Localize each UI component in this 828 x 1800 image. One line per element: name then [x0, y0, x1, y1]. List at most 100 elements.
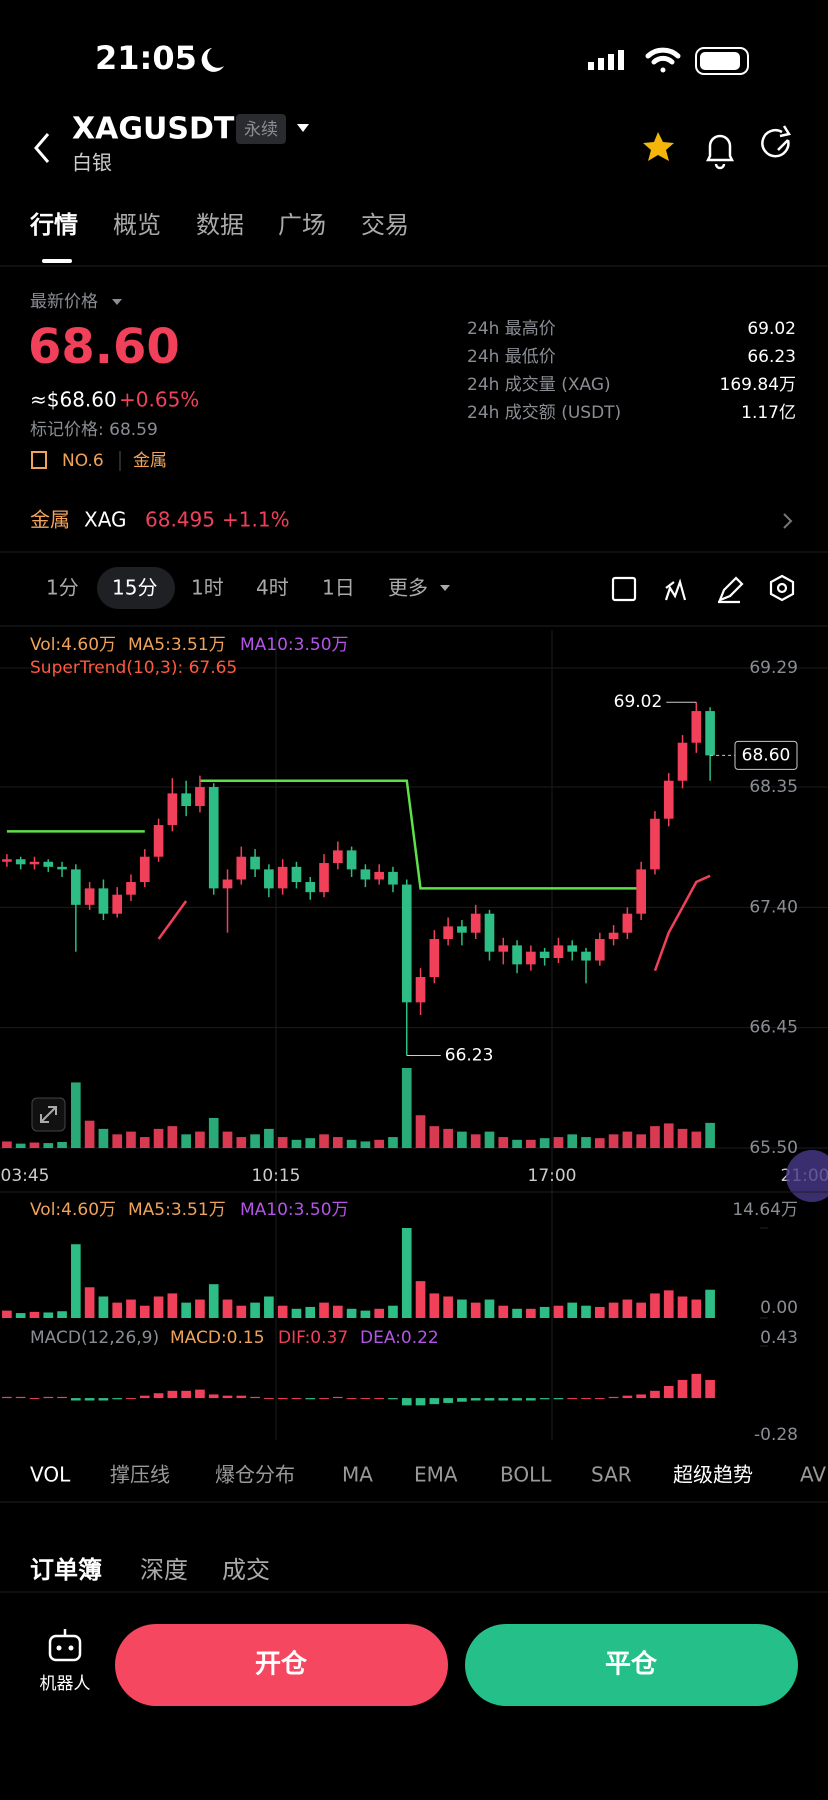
volume-bar-overlay: [139, 1137, 150, 1148]
candle-body: [222, 879, 233, 889]
indicator-tab[interactable]: SAR: [591, 1463, 632, 1487]
index-symbol[interactable]: XAG: [84, 508, 127, 532]
interval[interactable]: 1时: [191, 576, 224, 600]
macd-bar: [443, 1398, 453, 1403]
candle-body: [526, 951, 536, 965]
volume-bar: [553, 1305, 564, 1318]
sector[interactable]: 金属: [133, 451, 167, 471]
tab[interactable]: 数据: [196, 211, 244, 239]
macd-bar: [636, 1394, 646, 1399]
moon-icon: [201, 48, 224, 72]
supertrend-support: [157, 874, 711, 972]
macd-legend: MACD(12,26,9): [30, 1328, 159, 1348]
volume-bar: [470, 1302, 481, 1318]
tab[interactable]: 交易: [361, 211, 409, 239]
interval[interactable]: 15分: [112, 576, 157, 600]
back-button[interactable]: [34, 133, 50, 163]
settings-icon[interactable]: [769, 574, 795, 602]
stat-label: 24h 最低价: [467, 347, 556, 367]
interval[interactable]: 更多: [388, 576, 428, 600]
book-tab[interactable]: 深度: [140, 1556, 188, 1584]
candle-body: [443, 926, 453, 940]
macd-bar: [594, 1398, 605, 1400]
macd-bar: [401, 1398, 412, 1406]
candle-body: [457, 926, 467, 933]
interval[interactable]: 4时: [256, 576, 289, 600]
open-button[interactable]: [115, 1624, 448, 1706]
alert-bell[interactable]: [705, 134, 735, 170]
book-tab[interactable]: 成交: [222, 1556, 270, 1584]
volume-legend: MA5:3.51万: [128, 1200, 226, 1220]
indicator-tab[interactable]: 爆仓分布: [215, 1463, 295, 1487]
macd-bar: [57, 1396, 67, 1399]
macd-bar: [539, 1398, 550, 1400]
stat-label: 24h 成交量 (XAG): [467, 375, 611, 395]
mark-price: 标记价格: 68.59: [30, 420, 158, 440]
macd-tick-label: -0.28: [754, 1425, 798, 1445]
tab[interactable]: 行情: [29, 211, 78, 239]
stat-value: 169.84万: [720, 375, 796, 395]
volume-bar: [181, 1302, 191, 1318]
battery: [695, 47, 749, 75]
volume-bar-overlay: [484, 1131, 495, 1148]
candle-body: [346, 850, 357, 870]
book-tab[interactable]: 订单簿: [30, 1556, 102, 1584]
draw-icon[interactable]: [718, 576, 744, 604]
floating-button[interactable]: [786, 1150, 828, 1202]
tab[interactable]: 广场: [278, 211, 326, 239]
symbol[interactable]: XAGUSDT: [72, 112, 235, 147]
macd-bar: [346, 1398, 357, 1400]
candle-body: [512, 945, 522, 965]
macd-bar: [71, 1398, 81, 1401]
macd-bar: [388, 1398, 398, 1400]
indicator-icon[interactable]: [664, 578, 687, 601]
indicator-tab[interactable]: AV: [800, 1463, 826, 1487]
chart-type-icon[interactable]: [611, 576, 637, 602]
volume-bar: [498, 1305, 509, 1318]
indicator-tab[interactable]: BOLL: [500, 1463, 552, 1487]
macd-legend: MACD:0.15: [170, 1328, 265, 1348]
dropdown[interactable]: [297, 124, 309, 132]
indicator-tab[interactable]: EMA: [414, 1463, 458, 1487]
chevron[interactable]: [783, 513, 793, 529]
indicator-tab[interactable]: VOL: [30, 1463, 71, 1487]
macd-bar: [139, 1395, 150, 1399]
volume-bar-overlay: [29, 1142, 40, 1148]
candle-body: [291, 866, 302, 883]
volume-bar-overlay: [43, 1143, 54, 1148]
interval[interactable]: 1分: [46, 576, 79, 600]
candle-body: [2, 859, 12, 862]
volume-tick-label: 0.00: [760, 1298, 798, 1318]
volume-bar: [663, 1290, 674, 1318]
share[interactable]: [761, 125, 791, 158]
volume-bar: [167, 1293, 178, 1318]
indicator-tab[interactable]: 撑压线: [110, 1463, 170, 1487]
rank[interactable]: NO.6: [62, 451, 104, 471]
open-label[interactable]: 开仓: [255, 1649, 308, 1680]
indicator-tab[interactable]: 超级趋势: [673, 1463, 753, 1487]
volume-bar-overlay: [457, 1131, 467, 1148]
tab[interactable]: 概览: [113, 211, 161, 239]
volume-bar-overlay: [15, 1143, 26, 1148]
index-sector[interactable]: 金属: [30, 508, 70, 532]
rank-icon: [31, 451, 47, 469]
volume-bar-overlay: [401, 1068, 412, 1148]
close-button[interactable]: [465, 1624, 798, 1706]
volume-legend: MA10:3.50万: [240, 1200, 349, 1220]
macd-bar: [484, 1398, 495, 1401]
price-label[interactable]: 最新价格: [30, 292, 98, 312]
robot-label[interactable]: 机器人: [40, 1674, 91, 1694]
candle-body: [484, 913, 495, 952]
volume-bar-overlay: [388, 1137, 398, 1148]
favorite[interactable]: [643, 132, 674, 161]
candle-body: [57, 866, 67, 870]
volume-bar-overlay: [526, 1139, 536, 1148]
close-label[interactable]: 平仓: [605, 1649, 658, 1680]
volume-bar: [677, 1296, 688, 1318]
interval[interactable]: 1日: [322, 576, 355, 600]
index-change: +1.1%: [222, 508, 290, 532]
volume-bar: [484, 1299, 495, 1318]
indicator-tab[interactable]: MA: [342, 1463, 373, 1487]
volume-bar-overlay: [360, 1141, 371, 1148]
candle-body: [195, 787, 205, 807]
